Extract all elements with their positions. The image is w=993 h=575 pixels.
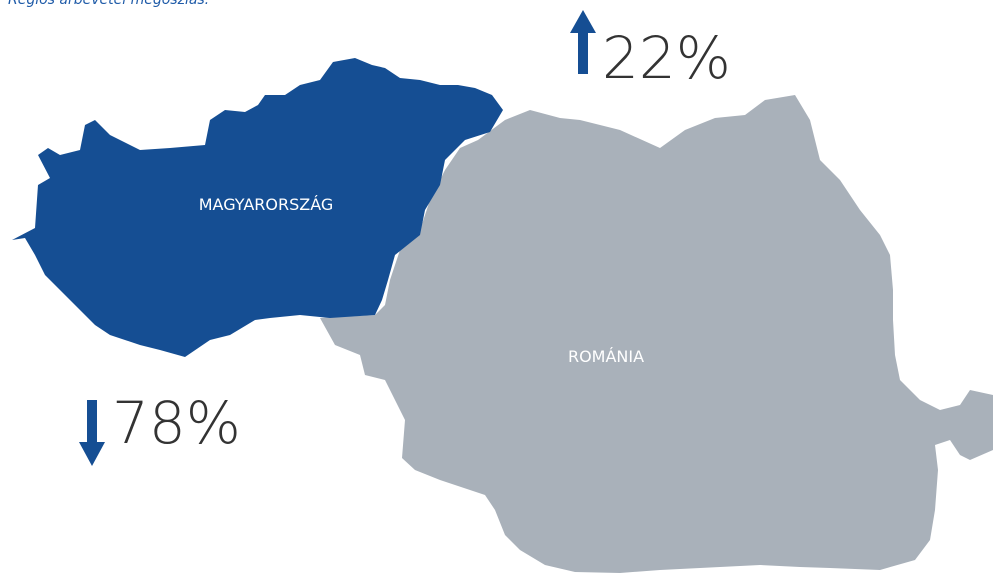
change-label: 22% <box>602 24 731 92</box>
hungary-shape <box>12 58 503 357</box>
arrow-up <box>570 10 596 74</box>
romania-shape <box>320 95 993 573</box>
title: Régiós árbevétel megoszlás: <box>8 0 209 8</box>
region-label: ROMÁNIA <box>568 347 644 366</box>
region-label: MAGYARORSZÁG <box>199 195 334 214</box>
arrow-down <box>79 400 105 466</box>
change-label: 78% <box>112 389 241 457</box>
